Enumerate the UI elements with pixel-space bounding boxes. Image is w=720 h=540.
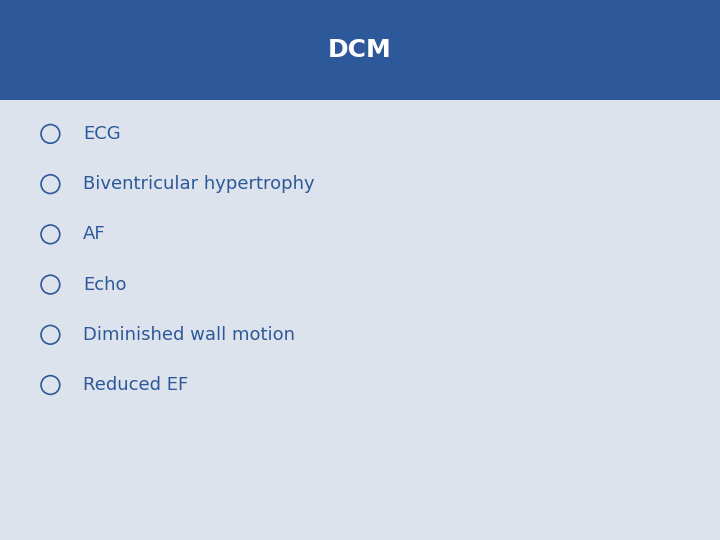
Text: Diagnosis: Diagnosis xyxy=(83,75,171,93)
Text: Echo: Echo xyxy=(83,275,126,294)
Text: AF: AF xyxy=(83,225,105,244)
Text: ECG: ECG xyxy=(83,125,120,143)
Text: Diminished wall motion: Diminished wall motion xyxy=(83,326,294,344)
Text: Biventricular hypertrophy: Biventricular hypertrophy xyxy=(83,175,315,193)
FancyBboxPatch shape xyxy=(0,0,720,100)
Text: Reduced EF: Reduced EF xyxy=(83,376,188,394)
Text: DCM: DCM xyxy=(328,38,392,62)
